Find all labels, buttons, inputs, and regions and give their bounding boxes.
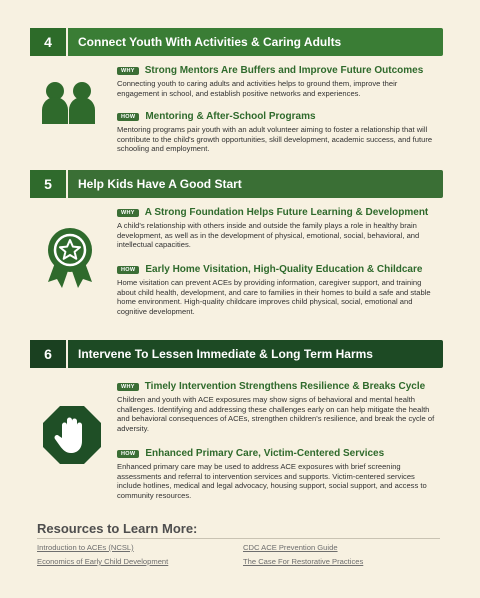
section-4-why: WHY Strong Mentors Are Buffers and Impro…	[117, 65, 435, 98]
item-text: Enhanced primary care may be used to add…	[117, 462, 427, 500]
section-title: Connect Youth With Activities & Caring A…	[78, 35, 342, 49]
item-heading: A Strong Foundation Helps Future Learnin…	[144, 207, 429, 218]
section-number: 4	[30, 28, 68, 56]
item-heading: Early Home Visitation, High-Quality Educ…	[145, 264, 423, 275]
section-6-why: WHY Timely Intervention Strengthens Resi…	[117, 381, 435, 433]
item-text: Mentoring programs pair youth with an ad…	[117, 125, 433, 154]
item-text: Children and youth with ACE exposures ma…	[117, 395, 435, 433]
item-heading: Enhanced Primary Care, Victim-Centered S…	[145, 448, 385, 459]
section-6-banner: 6 Intervene To Lessen Immediate & Long T…	[30, 340, 443, 368]
section-5-how: HOW Early Home Visitation, High-Quality …	[117, 264, 435, 316]
why-badge: WHY	[117, 208, 139, 217]
item-text: Connecting youth to caring adults and ac…	[117, 79, 398, 98]
people-icon	[42, 82, 95, 124]
item-heading: Timely Intervention Strengthens Resilien…	[144, 381, 426, 392]
link-intro-aces[interactable]: Introduction to ACEs (NCSL)	[37, 543, 134, 552]
link-cdc-prevention-guide[interactable]: CDC ACE Prevention Guide	[243, 543, 338, 552]
section-number: 6	[30, 340, 68, 368]
resources-title: Resources to Learn More:	[37, 521, 198, 536]
section-title: Help Kids Have A Good Start	[78, 177, 242, 191]
stop-hand-icon	[43, 406, 101, 464]
how-badge: HOW	[117, 265, 140, 274]
item-text: Home visitation can prevent ACEs by prov…	[117, 278, 431, 316]
award-ribbon-icon	[48, 228, 92, 288]
why-badge: WHY	[117, 382, 139, 391]
item-heading: Strong Mentors Are Buffers and Improve F…	[144, 65, 424, 76]
section-5-why: WHY A Strong Foundation Helps Future Lea…	[117, 207, 435, 250]
section-number: 5	[30, 170, 68, 198]
link-restorative-practices[interactable]: The Case For Restorative Practices	[243, 557, 364, 566]
section-title: Intervene To Lessen Immediate & Long Ter…	[78, 347, 373, 361]
section-4-how: HOW Mentoring & After-School Programs Me…	[117, 111, 435, 154]
item-text: A child's relationship with others insid…	[117, 221, 420, 250]
section-4-banner: 4 Connect Youth With Activities & Caring…	[30, 28, 443, 56]
link-economics-early-child[interactable]: Economics of Early Child Development	[37, 557, 169, 566]
section-5-banner: 5 Help Kids Have A Good Start	[30, 170, 443, 198]
divider	[37, 538, 440, 539]
item-heading: Mentoring & After-School Programs	[145, 111, 316, 122]
why-badge: WHY	[117, 66, 139, 75]
how-badge: HOW	[117, 112, 140, 121]
how-badge: HOW	[117, 449, 140, 458]
section-6-how: HOW Enhanced Primary Care, Victim-Center…	[117, 448, 435, 500]
